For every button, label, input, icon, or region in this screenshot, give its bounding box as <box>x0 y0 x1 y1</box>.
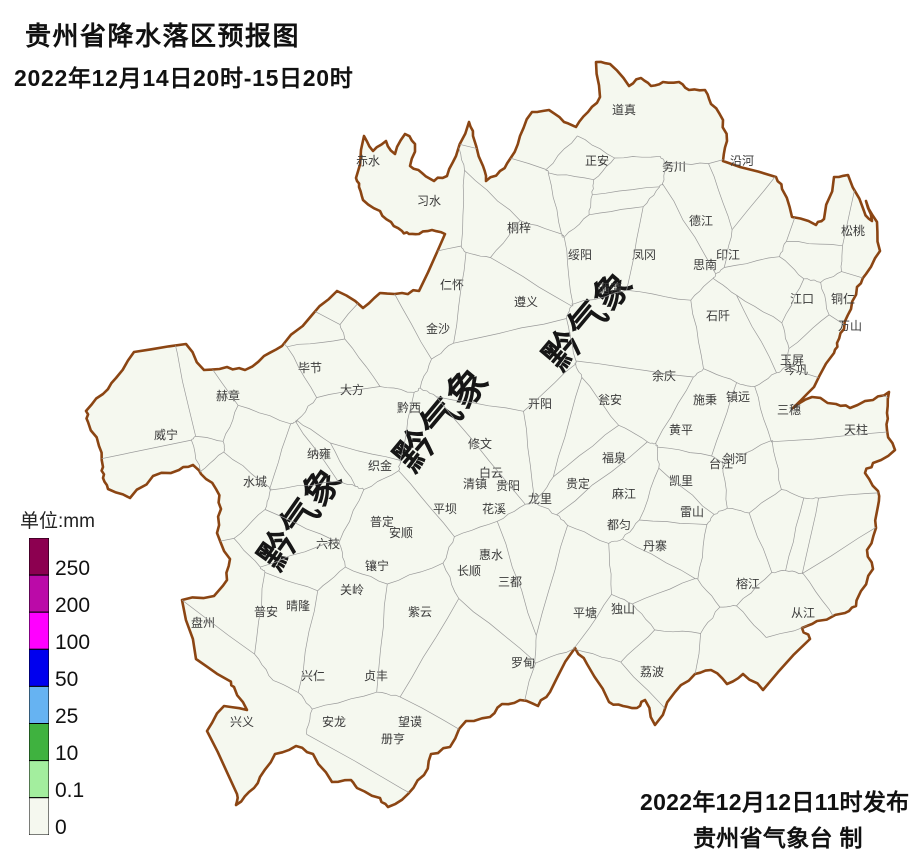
svg-text:册亨: 册亨 <box>381 731 405 746</box>
svg-text:三穗: 三穗 <box>777 403 801 417</box>
svg-text:白云: 白云 <box>479 465 503 480</box>
svg-text:普安: 普安 <box>254 604 278 619</box>
svg-text:正安: 正安 <box>585 153 609 168</box>
svg-text:仁怀: 仁怀 <box>440 278 464 292</box>
svg-text:赤水: 赤水 <box>356 154 380 168</box>
svg-text:紫云: 紫云 <box>408 605 432 619</box>
svg-text:贵阳: 贵阳 <box>496 479 520 493</box>
svg-text:凤冈: 凤冈 <box>632 248 656 262</box>
svg-text:凯里: 凯里 <box>669 474 693 488</box>
svg-text:道真: 道真 <box>612 103 636 117</box>
svg-text:望谟: 望谟 <box>398 715 422 729</box>
svg-text:六枝: 六枝 <box>316 536 340 551</box>
svg-text:平塘: 平塘 <box>573 605 597 620</box>
svg-text:剑河: 剑河 <box>723 451 747 466</box>
svg-text:习水: 习水 <box>417 194 441 208</box>
svg-text:遵义: 遵义 <box>514 294 538 309</box>
svg-text:石阡: 石阡 <box>706 308 730 323</box>
svg-text:镇远: 镇远 <box>726 390 750 404</box>
svg-text:织金: 织金 <box>368 458 392 473</box>
svg-text:瓮安: 瓮安 <box>598 392 622 407</box>
svg-text:麻江: 麻江 <box>612 486 636 501</box>
svg-text:绥阳: 绥阳 <box>568 248 592 262</box>
svg-text:德江: 德江 <box>689 213 713 228</box>
svg-text:长顺: 长顺 <box>457 564 481 578</box>
svg-text:万山: 万山 <box>838 319 862 333</box>
svg-text:威宁: 威宁 <box>154 427 178 442</box>
svg-text:修文: 修文 <box>468 436 492 451</box>
svg-text:龙里: 龙里 <box>528 492 552 506</box>
svg-text:安龙: 安龙 <box>322 714 346 729</box>
svg-text:湄潭: 湄潭 <box>598 282 622 296</box>
svg-text:平坝: 平坝 <box>433 502 457 516</box>
svg-text:独山: 独山 <box>611 602 635 616</box>
svg-text:关岭: 关岭 <box>340 583 364 597</box>
svg-text:贵定: 贵定 <box>566 476 590 491</box>
svg-text:黄平: 黄平 <box>669 423 693 437</box>
svg-text:镶宁: 镶宁 <box>365 558 389 573</box>
svg-text:水城: 水城 <box>243 475 267 489</box>
svg-text:施秉: 施秉 <box>693 393 717 407</box>
svg-text:榕江: 榕江 <box>736 576 760 591</box>
svg-text:从江: 从江 <box>791 606 815 620</box>
svg-text:晴隆: 晴隆 <box>286 598 310 613</box>
svg-text:兴仁: 兴仁 <box>301 669 325 683</box>
svg-text:印江: 印江 <box>716 248 740 262</box>
svg-text:惠水: 惠水 <box>479 548 503 562</box>
svg-text:金沙: 金沙 <box>426 321 450 336</box>
svg-text:玉屏: 玉屏 <box>780 353 804 367</box>
svg-text:黔西: 黔西 <box>397 400 421 415</box>
svg-text:荔波: 荔波 <box>640 665 664 679</box>
svg-text:兴义: 兴义 <box>230 715 254 729</box>
svg-text:赫章: 赫章 <box>216 388 240 403</box>
svg-text:贞丰: 贞丰 <box>364 669 388 683</box>
svg-text:都匀: 都匀 <box>607 518 631 532</box>
svg-text:丹寨: 丹寨 <box>643 538 667 553</box>
svg-text:花溪: 花溪 <box>482 501 506 516</box>
svg-text:务川: 务川 <box>662 159 686 174</box>
svg-text:铜仁: 铜仁 <box>831 291 855 306</box>
svg-text:余庆: 余庆 <box>652 368 676 383</box>
svg-text:雷山: 雷山 <box>680 505 704 519</box>
svg-text:沿河: 沿河 <box>730 154 754 168</box>
svg-text:安顺: 安顺 <box>389 525 413 540</box>
